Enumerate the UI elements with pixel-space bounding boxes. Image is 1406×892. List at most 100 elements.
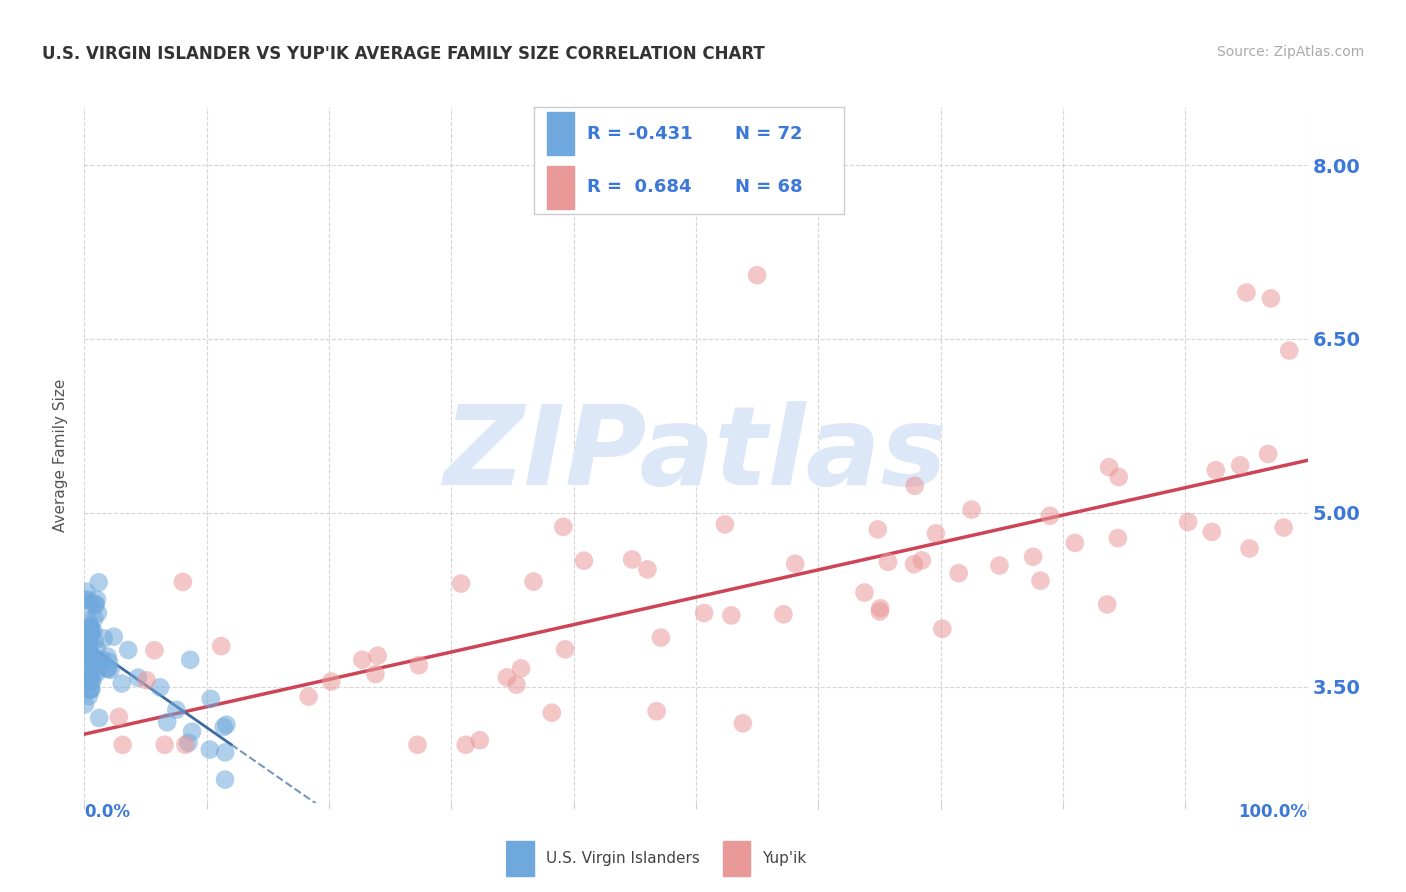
Point (522, 574, 544, 589)
Point (1229, 458, 1251, 473)
Point (572, 554, 595, 568)
Point (925, 526, 948, 541)
Point (1278, 343, 1301, 358)
Text: N = 72: N = 72 (735, 125, 803, 143)
Point (1257, 447, 1279, 461)
Point (100, 663, 122, 677)
Point (75, 584, 97, 599)
Point (111, 676, 134, 690)
Point (853, 585, 876, 599)
Point (911, 553, 934, 567)
Point (904, 479, 927, 493)
Point (87, 606, 110, 620)
Y-axis label: Average Family Size: Average Family Size (53, 378, 69, 532)
Text: N = 68: N = 68 (735, 178, 803, 196)
Point (80, 646, 103, 660)
Polygon shape (547, 112, 575, 155)
Point (693, 606, 716, 620)
Point (468, 733, 491, 747)
Point (82, 624, 104, 638)
Point (76, 627, 98, 641)
Point (86, 641, 108, 656)
Point (1063, 536, 1085, 550)
Point (1022, 549, 1045, 564)
Point (79, 622, 101, 636)
Point (367, 648, 389, 663)
Point (496, 670, 519, 684)
Point (1177, 515, 1199, 529)
Point (80, 682, 103, 697)
Point (988, 558, 1011, 573)
Point (127, 671, 149, 685)
Text: ZIPatlas: ZIPatlas (444, 401, 948, 508)
Point (1107, 531, 1129, 545)
Point (79, 671, 101, 685)
Point (80, 625, 103, 640)
Point (540, 706, 562, 720)
Point (181, 724, 204, 739)
Point (1039, 508, 1062, 523)
Point (73, 698, 96, 712)
Point (86, 592, 108, 607)
Point (554, 642, 576, 657)
Point (352, 653, 374, 667)
Polygon shape (506, 841, 534, 876)
Point (103, 630, 125, 644)
Point (177, 736, 200, 750)
Point (86, 663, 108, 677)
Text: R =  0.684: R = 0.684 (586, 178, 692, 196)
Point (1260, 291, 1282, 305)
Point (89, 711, 111, 725)
Point (321, 674, 343, 689)
Point (1201, 524, 1223, 539)
Point (75, 673, 97, 688)
Point (80, 673, 103, 688)
Point (731, 716, 754, 731)
Point (406, 738, 429, 752)
Point (79, 619, 101, 633)
Point (1236, 285, 1258, 300)
Point (1029, 574, 1052, 588)
Point (179, 653, 201, 667)
Point (84, 597, 107, 611)
Point (747, 268, 769, 282)
Polygon shape (723, 841, 751, 876)
Text: Source: ZipAtlas.com: Source: ZipAtlas.com (1216, 45, 1364, 59)
Point (98, 655, 121, 669)
Point (75, 652, 97, 666)
Point (209, 639, 232, 653)
Point (77, 642, 100, 657)
Point (297, 690, 319, 704)
Point (1239, 541, 1261, 556)
Point (79, 596, 101, 610)
Point (96, 649, 118, 664)
Point (720, 608, 742, 623)
Point (1108, 470, 1130, 484)
Point (450, 576, 472, 591)
Point (143, 643, 166, 657)
Point (91, 653, 114, 667)
Point (97, 661, 120, 675)
Point (714, 517, 737, 532)
Point (214, 772, 236, 787)
Point (931, 622, 953, 636)
Point (82, 656, 104, 670)
Point (82, 674, 104, 689)
Point (1098, 460, 1121, 475)
Point (97, 662, 120, 676)
Point (117, 643, 139, 657)
Point (80, 654, 103, 668)
Point (135, 673, 157, 688)
Point (645, 704, 668, 718)
Point (73, 593, 96, 607)
Point (83, 633, 105, 648)
Point (215, 717, 238, 731)
Point (1205, 463, 1227, 477)
Point (156, 715, 179, 730)
Point (77, 689, 100, 703)
Point (772, 607, 794, 622)
Point (877, 555, 900, 569)
Point (79, 627, 101, 641)
Point (83, 611, 105, 625)
Point (93, 632, 115, 646)
